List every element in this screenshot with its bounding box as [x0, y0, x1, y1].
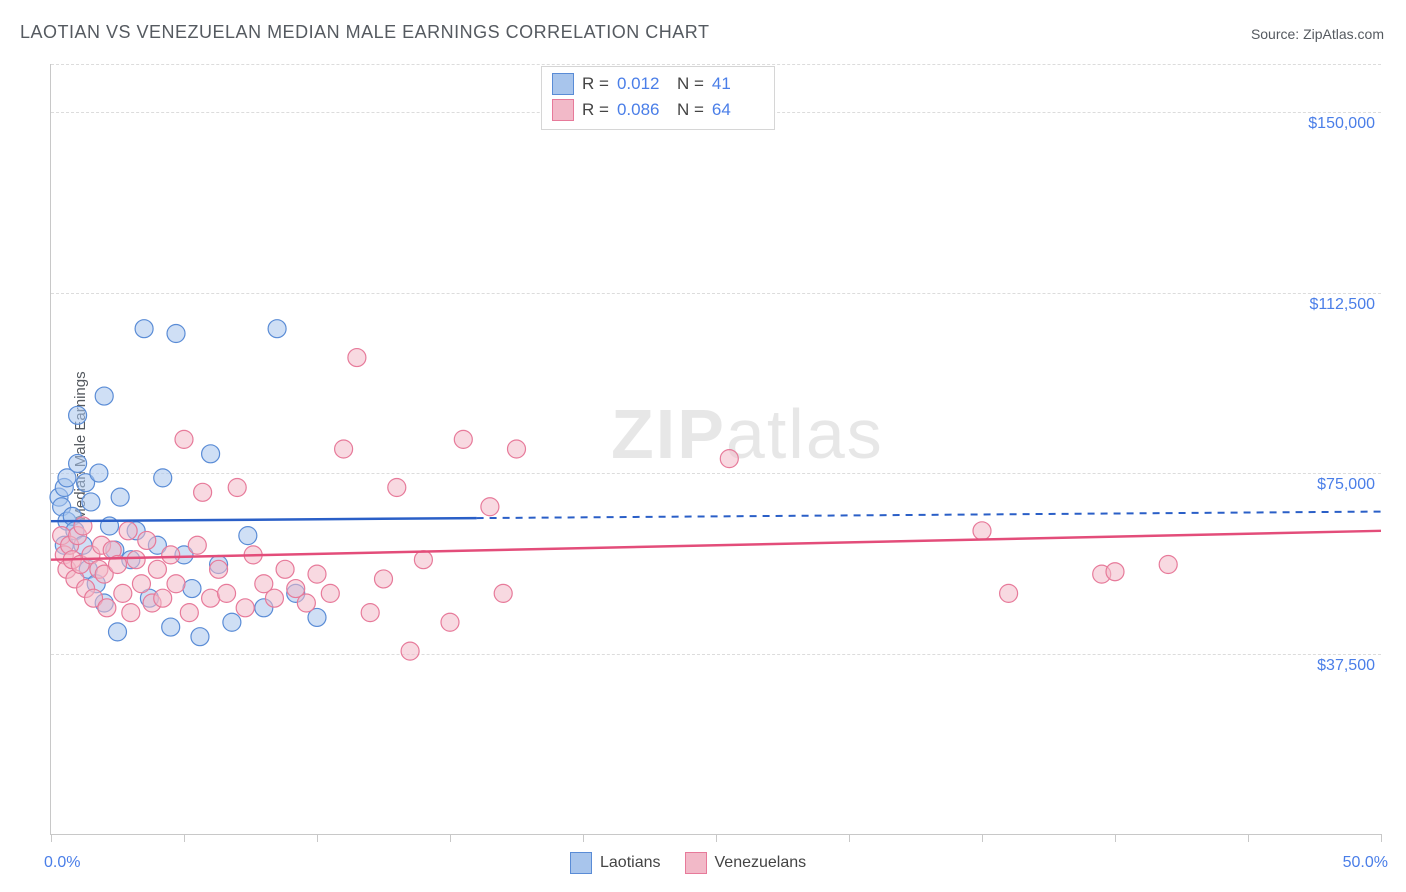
data-point [154, 589, 172, 607]
stat-n-label: N = [677, 97, 704, 123]
data-point [162, 546, 180, 564]
data-point [138, 531, 156, 549]
data-point [414, 551, 432, 569]
data-point [401, 642, 419, 660]
data-point [167, 325, 185, 343]
data-point [132, 575, 150, 593]
data-point [111, 488, 129, 506]
data-point [481, 498, 499, 516]
legend-swatch [570, 852, 592, 874]
data-point [95, 387, 113, 405]
x-tick [51, 834, 52, 842]
data-point [82, 493, 100, 511]
data-point [109, 623, 127, 641]
stat-r-label: R = [582, 97, 609, 123]
data-point [90, 464, 108, 482]
legend-item: Venezuelans [685, 852, 807, 874]
x-tick [1381, 834, 1382, 842]
data-point [175, 430, 193, 448]
source-name: ZipAtlas.com [1303, 26, 1384, 42]
trend-line-dashed [477, 512, 1381, 519]
chart-title: LAOTIAN VS VENEZUELAN MEDIAN MALE EARNIN… [20, 22, 709, 43]
data-point [720, 450, 738, 468]
stat-n-label: N = [677, 71, 704, 97]
data-point [375, 570, 393, 588]
x-tick [982, 834, 983, 842]
data-point [268, 320, 286, 338]
data-point [441, 613, 459, 631]
data-point [494, 584, 512, 602]
stat-n-value: 41 [712, 71, 764, 97]
data-point [223, 613, 241, 631]
data-point [183, 580, 201, 598]
data-point [69, 454, 87, 472]
data-point [218, 584, 236, 602]
scatter-svg [51, 64, 1381, 834]
data-point [1000, 584, 1018, 602]
x-tick [716, 834, 717, 842]
stat-r-label: R = [582, 71, 609, 97]
data-point [236, 599, 254, 617]
x-tick [583, 834, 584, 842]
data-point [308, 565, 326, 583]
data-point [194, 483, 212, 501]
legend-swatch [552, 73, 574, 95]
legend-label: Laotians [600, 854, 661, 872]
data-point [69, 406, 87, 424]
stat-r-value: 0.086 [617, 97, 669, 123]
data-point [119, 522, 137, 540]
legend-swatch [552, 99, 574, 121]
data-point [1106, 563, 1124, 581]
data-point [265, 589, 283, 607]
data-point [167, 575, 185, 593]
x-axis-min-label: 0.0% [44, 854, 80, 872]
data-point [154, 469, 172, 487]
x-tick [1248, 834, 1249, 842]
stat-r-value: 0.012 [617, 71, 669, 97]
data-point [1159, 556, 1177, 574]
data-point [148, 560, 166, 578]
data-point [276, 560, 294, 578]
x-tick [450, 834, 451, 842]
data-point [348, 349, 366, 367]
data-point [202, 589, 220, 607]
data-point [114, 584, 132, 602]
data-point [98, 599, 116, 617]
stats-legend: R = 0.012 N = 41 R = 0.086 N = 64 [541, 66, 775, 130]
data-point [239, 527, 257, 545]
stats-row: R = 0.012 N = 41 [552, 71, 764, 97]
data-point [162, 618, 180, 636]
data-point [127, 551, 145, 569]
data-point [361, 604, 379, 622]
data-point [122, 604, 140, 622]
series-legend: Laotians Venezuelans [570, 852, 806, 874]
stat-n-value: 64 [712, 97, 764, 123]
data-point [228, 479, 246, 497]
data-point [180, 604, 198, 622]
source-attribution: Source: ZipAtlas.com [1251, 26, 1384, 42]
data-point [188, 536, 206, 554]
data-point [202, 445, 220, 463]
x-tick [184, 834, 185, 842]
x-axis-max-label: 50.0% [1343, 854, 1388, 872]
data-point [321, 584, 339, 602]
stats-row: R = 0.086 N = 64 [552, 97, 764, 123]
legend-swatch [685, 852, 707, 874]
data-point [454, 430, 472, 448]
data-point [508, 440, 526, 458]
x-tick [1115, 834, 1116, 842]
data-point [388, 479, 406, 497]
legend-label: Venezuelans [715, 854, 807, 872]
data-point [191, 628, 209, 646]
data-point [210, 560, 228, 578]
legend-item: Laotians [570, 852, 661, 874]
data-point [297, 594, 315, 612]
x-tick [849, 834, 850, 842]
data-point [135, 320, 153, 338]
x-tick [317, 834, 318, 842]
data-point [335, 440, 353, 458]
plot-area: ZIPatlas $37,500$75,000$112,500$150,000 … [50, 64, 1381, 835]
data-point [973, 522, 991, 540]
source-prefix: Source: [1251, 26, 1303, 42]
